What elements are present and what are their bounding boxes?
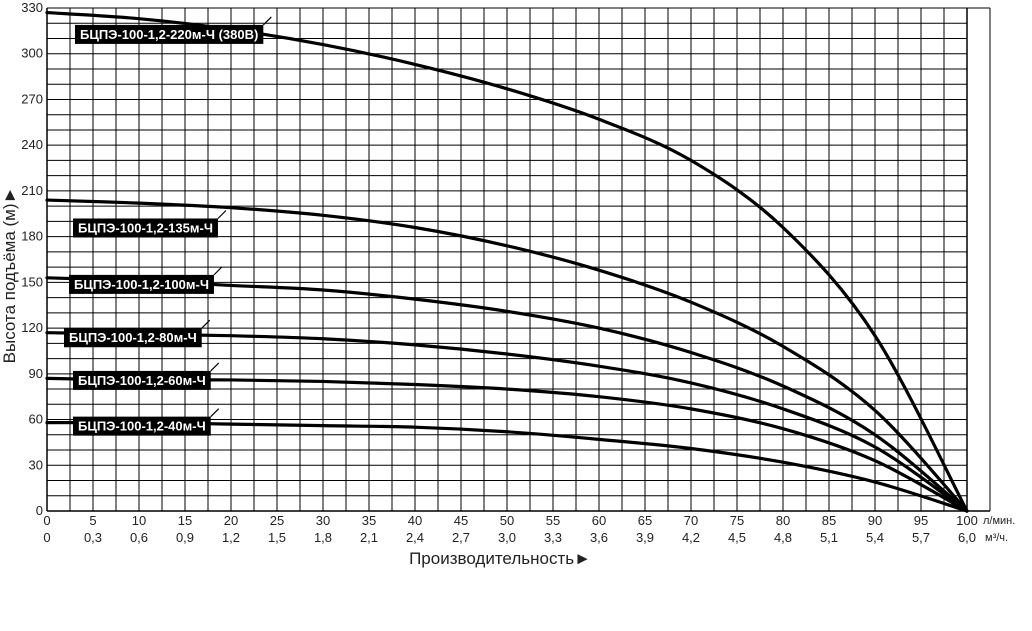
x-tick-label: 95 <box>914 513 928 528</box>
x2-tick-label: 5,1 <box>820 530 838 545</box>
x-tick-label: 10 <box>132 513 146 528</box>
x-tick-label: 50 <box>500 513 514 528</box>
curve-label: БЦПЭ-100-1,2-40м-Ч <box>73 408 220 436</box>
curve-label: БЦПЭ-100-1,2-80м-Ч <box>64 319 211 348</box>
x-tick-label: 15 <box>178 513 192 528</box>
curve-label-leader <box>213 266 223 276</box>
x2-tick-label: 5,4 <box>866 530 884 545</box>
y-tick-label: 150 <box>21 274 43 289</box>
curve-label: БЦПЭ-100-1,2-135м-Ч <box>73 210 227 238</box>
curve-label-leader <box>210 408 220 418</box>
curve-label: БЦПЭ-100-1,2-220м-Ч (380В) <box>75 16 272 44</box>
curve-label-box <box>73 416 211 436</box>
y-tick-label: 240 <box>21 137 43 152</box>
x2-tick-label: 4,2 <box>682 530 700 545</box>
x-tick-label: 75 <box>730 513 744 528</box>
x2-tick-label: 1,8 <box>314 530 332 545</box>
y-tick-label: 330 <box>21 0 43 15</box>
curve-label: БЦПЭ-100-1,2-100м-Ч <box>69 266 223 294</box>
x2-unit-label: м³/ч. <box>985 532 1008 544</box>
y-tick-label: 0 <box>36 503 43 518</box>
x-tick-label: 60 <box>592 513 606 528</box>
y-axis-title-text: Высота подъёма (м) <box>0 203 19 363</box>
x-tick-label: 100 <box>956 513 978 528</box>
x2-tick-label: 2,4 <box>406 530 424 545</box>
x2-tick-label: 3,6 <box>590 530 608 545</box>
x2-tick-label: 0,3 <box>84 530 102 545</box>
x-tick-label: 20 <box>224 513 238 528</box>
x-tick-label: 70 <box>684 513 698 528</box>
x-tick-label: 0 <box>43 513 50 528</box>
y-tick-label: 60 <box>29 412 43 427</box>
x-tick-label: 35 <box>362 513 376 528</box>
x2-tick-label: 2,7 <box>452 530 470 545</box>
y-tick-label: 30 <box>29 457 43 472</box>
x-axis-arrow: ► <box>574 549 591 568</box>
grid <box>46 7 991 512</box>
curve-label-leader <box>210 362 220 372</box>
x-unit-label: л/мин. <box>983 515 1015 527</box>
x-tick-label: 30 <box>316 513 330 528</box>
x-tick-label: 40 <box>408 513 422 528</box>
curve-label-leader <box>201 319 211 329</box>
y-tick-label: 120 <box>21 320 43 335</box>
curve-label-text: БЦПЭ-100-1,2-80м-Ч <box>69 330 197 345</box>
x2-tick-label: 3,3 <box>544 530 562 545</box>
x-tick-label: 65 <box>638 513 652 528</box>
x2-tick-label: 4,8 <box>774 530 792 545</box>
y-tick-label: 210 <box>21 183 43 198</box>
curve-label-box <box>64 328 202 348</box>
x-axis-ticks: 0 5 10 15 20 25 30 35 40 45 50 55 60 65 70 75 80 85 90 95 10… <box>43 513 977 528</box>
x2-tick-label: 2,1 <box>360 530 378 545</box>
x2-tick-label: 0,6 <box>130 530 148 545</box>
x-tick-label: 90 <box>868 513 882 528</box>
x-tick-label: 5 <box>89 513 96 528</box>
x-tick-label: 80 <box>776 513 790 528</box>
y-tick-label: 180 <box>21 229 43 244</box>
x2-tick-label: 3,9 <box>636 530 654 545</box>
x2-tick-label: 1,5 <box>268 530 286 545</box>
y-axis-ticks: 0 30 60 90 120 150 180 210 240 270 300 330 <box>21 0 43 518</box>
curve-label-box <box>73 218 218 238</box>
curve-label-text: БЦПЭ-100-1,2-100м-Ч <box>74 277 209 292</box>
x-tick-label: 55 <box>546 513 560 528</box>
x-axis-title-text: Производительность <box>409 549 574 568</box>
curve-label: БЦПЭ-100-1,2-60м-Ч <box>73 362 220 390</box>
x2-axis-ticks: 0 0,3 0,6 0,9 1,2 1,5 1,8 2,1 2,4 2,7 3,0 3,3 3,6 3,9… <box>43 530 976 545</box>
curve-label-box <box>73 370 211 390</box>
x2-tick-label: 5,7 <box>912 530 930 545</box>
series-line <box>45 331 969 513</box>
y-tick-label: 270 <box>21 91 43 106</box>
y-tick-label: 300 <box>21 46 43 61</box>
x2-tick-label: 0,9 <box>176 530 194 545</box>
series-line <box>45 198 969 513</box>
x2-tick-label: 3,0 <box>498 530 516 545</box>
x2-tick-label: 6,0 <box>958 530 976 545</box>
x-tick-label: 85 <box>822 513 836 528</box>
curve-label-leader <box>262 16 272 26</box>
x2-tick-label: 1,2 <box>222 530 240 545</box>
curve-label-text: БЦПЭ-100-1,2-60м-Ч <box>78 373 206 388</box>
curve-labels: БЦПЭ-100-1,2-220м-Ч (380В) БЦПЭ-100-1,2-1… <box>64 16 272 436</box>
curve-label-leader <box>217 210 227 219</box>
y-axis-title: Высота подъёма (м)► <box>0 187 19 364</box>
y-axis-arrow: ► <box>0 187 19 204</box>
curve-label-text: БЦПЭ-100-1,2-220м-Ч (380В) <box>80 27 258 42</box>
curve-label-text: БЦПЭ-100-1,2-40м-Ч <box>78 419 206 434</box>
curve-label-text: БЦПЭ-100-1,2-135м-Ч <box>78 220 213 235</box>
x-axis-title: Производительность► <box>409 549 591 568</box>
x2-tick-label: 0 <box>43 530 50 545</box>
curve-label-box <box>69 274 214 294</box>
x-tick-label: 25 <box>270 513 284 528</box>
x-tick-label: 45 <box>454 513 468 528</box>
x2-tick-label: 4,5 <box>728 530 746 545</box>
y-tick-label: 90 <box>29 366 43 381</box>
curve-label-box <box>75 24 264 44</box>
